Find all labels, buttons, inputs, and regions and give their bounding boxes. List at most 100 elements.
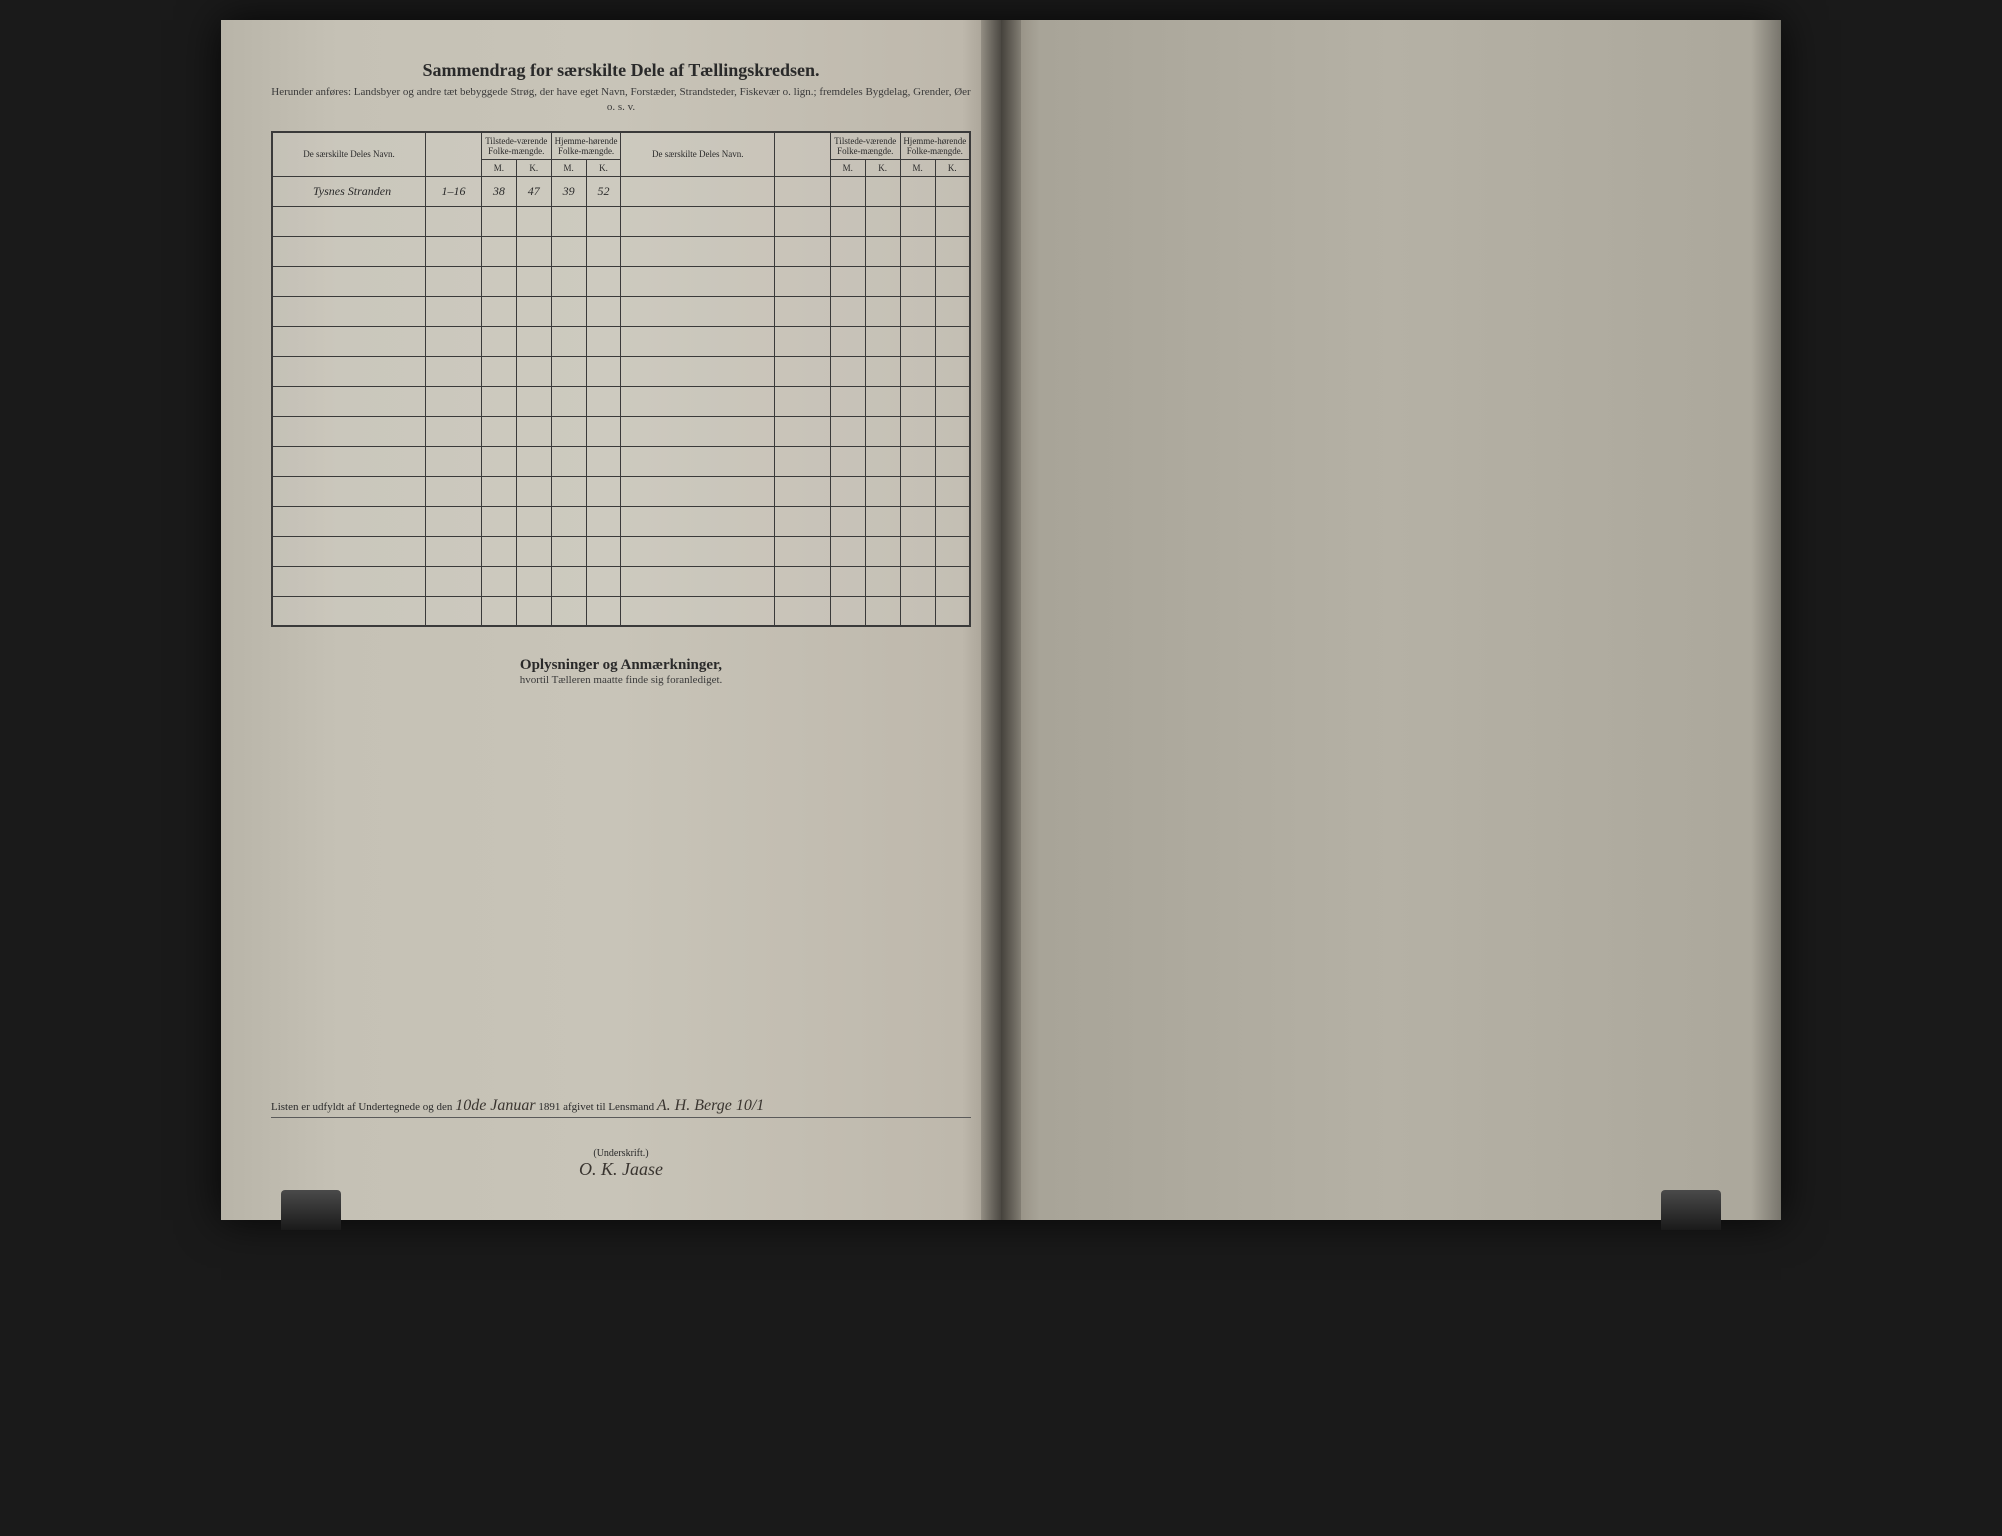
cell-empty <box>516 206 551 236</box>
cell-empty <box>830 506 865 536</box>
cell-empty <box>551 446 586 476</box>
cell-empty <box>426 236 482 266</box>
cell-empty <box>621 536 775 566</box>
col-k: K. <box>935 159 970 176</box>
cell-empty <box>551 326 586 356</box>
cell-empty <box>426 326 482 356</box>
cell-empty <box>481 596 516 626</box>
cell-empty <box>586 386 621 416</box>
cell-tk: 47 <box>516 176 551 206</box>
col-k: K. <box>586 159 621 176</box>
notes-subtitle: hvortil Tælleren maatte finde sig foranl… <box>271 674 971 686</box>
cell-empty <box>481 206 516 236</box>
cell-empty <box>900 506 935 536</box>
col-huslisters-1 <box>426 132 482 177</box>
cell-empty <box>426 596 482 626</box>
cell-empty <box>830 476 865 506</box>
cell-empty <box>900 416 935 446</box>
cell-empty <box>551 596 586 626</box>
cell-empty <box>621 266 775 296</box>
cell-empty <box>865 506 900 536</box>
cell-no: 1–16 <box>426 176 482 206</box>
table-row-empty <box>272 476 970 506</box>
signature-area: (Underskrift.) O. K. Jaase <box>271 1148 971 1180</box>
cell-empty <box>516 416 551 446</box>
cell-empty <box>426 266 482 296</box>
cell-empty <box>621 506 775 536</box>
cell-empty <box>621 296 775 326</box>
right-page-blank <box>1001 20 1781 1220</box>
page-subtitle: Herunder anføres: Landsbyer og andre tæt… <box>271 85 971 116</box>
cell-empty <box>586 236 621 266</box>
footer-section: Listen er udfyldt af Undertegnede og den… <box>271 1097 971 1180</box>
cell-empty <box>586 506 621 536</box>
col-m: M. <box>830 159 865 176</box>
cell-empty <box>775 416 831 446</box>
cell-empty <box>935 296 970 326</box>
cell-empty <box>481 536 516 566</box>
col-tilstede-1: Tilstede-værende Folke-mængde. <box>481 132 551 160</box>
table-body: Tysnes Stranden1–1638473952 <box>272 176 970 626</box>
col-tilstede-2: Tilstede-værende Folke-mængde. <box>830 132 900 160</box>
cell-empty <box>621 416 775 446</box>
cell-empty <box>426 506 482 536</box>
cell-empty <box>551 236 586 266</box>
cell-empty <box>426 476 482 506</box>
cell-empty <box>900 206 935 236</box>
cell-empty <box>516 536 551 566</box>
header-section: Sammendrag for særskilte Dele af Tælling… <box>271 60 971 116</box>
cell-empty <box>481 356 516 386</box>
cell-empty <box>586 266 621 296</box>
cell-empty <box>900 176 935 206</box>
cell-empty <box>586 476 621 506</box>
cell-empty <box>272 356 426 386</box>
col-m: M. <box>551 159 586 176</box>
cell-empty <box>272 296 426 326</box>
cell-empty <box>551 356 586 386</box>
cell-empty <box>830 296 865 326</box>
cell-empty <box>865 236 900 266</box>
cell-empty <box>551 386 586 416</box>
cell-empty <box>865 356 900 386</box>
cell-empty <box>775 176 831 206</box>
cell-empty <box>426 416 482 446</box>
col-name-1: De særskilte Deles Navn. <box>272 132 426 177</box>
cell-empty <box>481 236 516 266</box>
cell-empty <box>481 386 516 416</box>
cell-empty <box>865 296 900 326</box>
table-row-empty <box>272 566 970 596</box>
table-row-empty <box>272 266 970 296</box>
cell-hm: 39 <box>551 176 586 206</box>
cell-empty <box>481 506 516 536</box>
table-row-empty <box>272 356 970 386</box>
cell-empty <box>272 416 426 446</box>
cell-tm: 38 <box>481 176 516 206</box>
cell-empty <box>516 506 551 536</box>
cell-empty <box>551 476 586 506</box>
cell-empty <box>935 356 970 386</box>
cell-empty <box>586 296 621 326</box>
cell-empty <box>830 446 865 476</box>
cell-empty <box>935 176 970 206</box>
cell-empty <box>586 326 621 356</box>
page-title: Sammendrag for særskilte Dele af Tælling… <box>271 60 971 81</box>
cell-empty <box>775 506 831 536</box>
cell-empty <box>830 326 865 356</box>
cell-empty <box>481 326 516 356</box>
cell-empty <box>426 356 482 386</box>
cell-empty <box>935 266 970 296</box>
cell-empty <box>865 566 900 596</box>
cell-empty <box>775 356 831 386</box>
cell-empty <box>551 206 586 236</box>
notes-title: Oplysninger og Anmærkninger, <box>271 657 971 674</box>
cell-empty <box>272 236 426 266</box>
cell-empty <box>426 446 482 476</box>
table-row-empty <box>272 536 970 566</box>
cell-empty <box>900 446 935 476</box>
table-row-empty <box>272 506 970 536</box>
cell-empty <box>426 566 482 596</box>
cell-empty <box>830 176 865 206</box>
cell-empty <box>775 446 831 476</box>
signature: O. K. Jaase <box>271 1159 971 1180</box>
col-hjemme-2: Hjemme-hørende Folke-mængde. <box>900 132 970 160</box>
